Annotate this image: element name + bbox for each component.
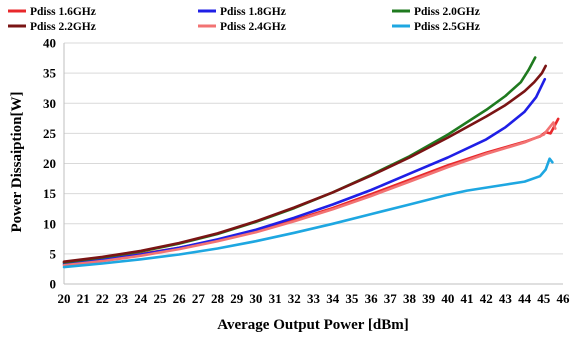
y-tick-label: 20 [43,156,56,171]
legend-label: Pdiss 1.6GHz [30,6,96,18]
x-tick-label: 37 [384,291,398,306]
x-tick-label: 27 [192,291,206,306]
x-tick-label: 46 [557,291,571,306]
y-tick-label: 40 [43,36,56,51]
x-tick-label: 32 [288,291,301,306]
y-tick-label: 30 [43,96,56,111]
axes [63,43,563,285]
y-tick-label: 0 [50,277,57,292]
x-tick-label: 36 [365,291,379,306]
x-axis-title: Average Output Power [dBm] [217,317,409,333]
series-line [62,157,554,269]
x-tick-label: 38 [403,291,417,306]
series-line [62,121,557,267]
x-tick-label: 39 [422,291,436,306]
x-tick-label: 40 [441,291,454,306]
x-tick-label: 35 [345,291,359,306]
x-tick-label: 21 [77,291,90,306]
y-tick-label: 35 [43,66,57,81]
x-tick-label: 26 [173,291,187,306]
x-tick-label: 20 [58,291,71,306]
x-tick-label: 24 [134,291,148,306]
x-tick-label: 45 [537,291,551,306]
x-tick-label: 31 [269,291,282,306]
y-axis-title: Power Dissaiption[W] [9,92,25,233]
legend-label: Pdiss 2.2GHz [30,21,96,33]
x-tick-label: 22 [96,291,109,306]
x-tick-label: 44 [518,291,532,306]
x-tick-label: 30 [249,291,262,306]
series-line [62,64,548,264]
legend-label: Pdiss 2.4GHz [220,21,286,33]
legend-label: Pdiss 2.5GHz [414,21,480,33]
legend-label: Pdiss 2.0GHz [414,6,480,18]
x-tick-label: 41 [461,291,474,306]
x-tick-label: 29 [230,291,244,306]
gridlines [64,42,563,255]
x-tick-label: 23 [115,291,129,306]
y-tick-label: 5 [50,246,57,261]
x-tick-label: 34 [326,291,340,306]
x-tick-label: 42 [480,291,493,306]
x-tick-label: 43 [499,291,513,306]
x-tick-label: 33 [307,291,321,306]
tick-labels: 0 5 10 15 20 25 30 35 40 20 21 22 23 24 25 26 27 28 29 30 31… [43,36,570,307]
y-tick-label: 10 [43,216,56,231]
series-lines [62,56,560,269]
x-tick-label: 25 [153,291,167,306]
legend: Pdiss 1.6GHz Pdiss 1.8GHz Pdiss 2.0GHz Pdis… [8,6,480,33]
y-tick-label: 25 [43,126,57,141]
legend-label: Pdiss 1.8GHz [220,6,286,18]
series-line [62,77,547,266]
y-tick-label: 15 [43,186,57,201]
x-tick-label: 28 [211,291,225,306]
